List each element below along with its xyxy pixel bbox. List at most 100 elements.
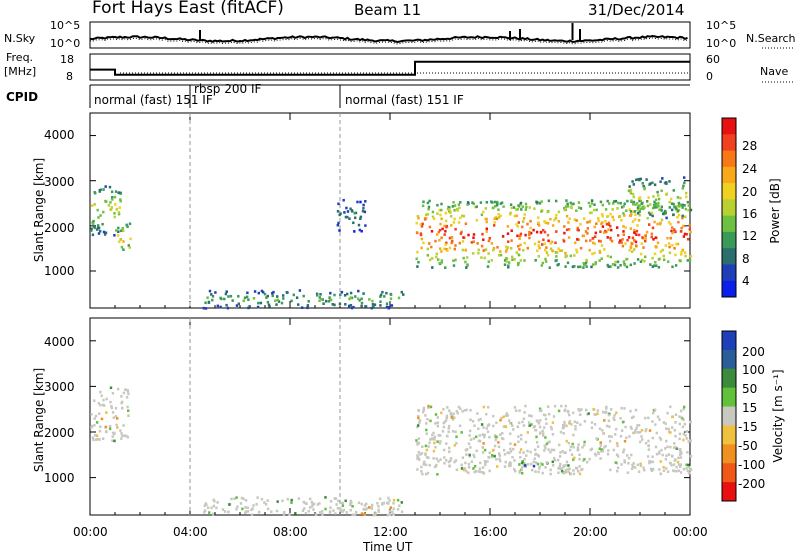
velocity-panel-echo-cell: [93, 424, 96, 427]
velocity-panel-echo-cell: [448, 464, 451, 468]
velocity-panel-echo-cell: [236, 505, 239, 508]
velocity-panel-echo-cell: [363, 504, 367, 507]
velocity-panel-echo-cell: [564, 470, 567, 474]
velocity-panel-echo-cell: [532, 425, 535, 429]
power-panel-echo-cell: [638, 213, 641, 217]
power-panel-echo-cell: [606, 215, 610, 218]
velocity-panel-echo-cell: [644, 441, 648, 445]
power-panel-echo-cell: [505, 260, 509, 263]
power-panel-echo-cell: [521, 205, 524, 208]
velocity-panel-echo-cell: [427, 406, 430, 409]
power-panel-echo-cell: [654, 261, 657, 264]
power-panel-echo-cell: [633, 218, 637, 221]
power-panel-echo-cell: [671, 265, 674, 269]
power-panel-echo-cell: [575, 219, 578, 222]
velocity-panel-echo-cell: [448, 450, 451, 453]
power-panel-echo-cell: [542, 228, 545, 232]
power-panel-echo-cell: [280, 301, 284, 305]
velocity-panel-echo-cell: [506, 414, 509, 417]
power-panel-echo-cell: [400, 290, 403, 294]
velocity-panel-echo-cell: [568, 467, 571, 471]
power-panel-echo-cell: [579, 265, 582, 269]
velocity-panel-echo-cell: [581, 446, 584, 449]
power-panel-echo-cell: [446, 249, 449, 252]
power-panel-echo-cell: [530, 231, 533, 235]
power-panel-echo-cell: [600, 213, 604, 216]
velocity-panel-echo-cell: [486, 430, 490, 434]
velocity-panel-echo-cell: [545, 422, 548, 425]
velocity-panel-echo-cell: [360, 502, 363, 506]
velocity-panel-echo-cell: [215, 506, 218, 510]
power-panel-echo-cell: [346, 292, 349, 296]
velocity-panel-echo-cell: [579, 413, 582, 416]
power-panel-echo-cell: [224, 292, 228, 296]
power-panel-echo-cell: [90, 229, 93, 232]
power-panel-echo-cell: [616, 226, 619, 229]
velocity-panel-echo-cell: [104, 430, 108, 433]
power-panel-echo-cell: [645, 178, 648, 181]
velocity-panel-echo-cell: [681, 425, 685, 429]
velocity-panel-echo-cell: [477, 427, 480, 431]
velocity-panel-echo-cell: [452, 412, 455, 416]
velocity-panel-echo-cell: [255, 503, 258, 506]
power-panel-echo-cell: [119, 238, 122, 241]
power-panel-echo-cell: [360, 301, 364, 305]
power-panel-echo-cell: [650, 232, 654, 236]
velocity-panel-echo-cell: [607, 413, 611, 417]
power-panel-echo-cell: [246, 291, 249, 295]
velocity-panel-echo-cell: [674, 434, 677, 438]
velocity-panel-echo-cell: [655, 452, 659, 456]
power-panel-echo-cell: [512, 206, 516, 209]
velocity-panel-echo-cell: [639, 464, 643, 468]
velocity-panel-echo-cell: [636, 463, 639, 467]
power-panel-echo-cell: [466, 203, 469, 206]
power-panel-echo-cell: [622, 233, 625, 236]
power-panel-echo-cell: [589, 239, 592, 242]
velocity-panel-echo-cell: [631, 465, 635, 469]
power-panel-echo-cell: [579, 246, 583, 250]
velocity-panel-echo-cell: [467, 466, 471, 469]
power-panel-echo-cell: [621, 238, 624, 241]
velocity-panel-echo-cell: [122, 391, 126, 395]
power-panel-echo-cell: [553, 218, 556, 222]
velocity-panel-echo-cell: [564, 468, 568, 472]
velocity-panel-echo-cell: [600, 450, 603, 453]
velocity-panel-echo-cell: [665, 439, 668, 443]
velocity-panel-echo-cell: [432, 431, 435, 435]
velocity-panel-echo-cell: [544, 417, 548, 421]
velocity-panel-echo-cell: [526, 431, 529, 434]
power-panel-echo-cell: [419, 233, 423, 237]
nsky-tick-bottom: 10^0: [50, 37, 81, 50]
velocity-panel-echo-cell: [111, 411, 115, 414]
velocity-panel-echo-cell: [677, 469, 681, 472]
power-panel-echo-cell: [668, 245, 671, 249]
velocity-panel-echo-cell: [536, 445, 540, 448]
velocity-panel-echo-cell: [416, 457, 419, 460]
power-panel-echo-cell: [495, 217, 499, 221]
power-panel-echo-cell: [639, 252, 643, 256]
power-panel-echo-cell: [362, 203, 365, 207]
power-panel-echo-cell: [416, 250, 419, 254]
power-panel-echo-cell: [657, 266, 661, 269]
velocity-panel-echo-cell: [534, 448, 537, 452]
velocity-panel-echo-cell: [108, 427, 112, 431]
power-panel-echo-cell: [495, 203, 499, 207]
velocity-panel-echo-cell: [427, 445, 430, 448]
velocity-panel-echo-cell: [560, 469, 564, 473]
velocity-panel-echo-cell: [449, 457, 453, 460]
power-panel-echo-cell: [117, 212, 121, 216]
power-panel-echo-cell: [524, 202, 528, 206]
velocity-panel-echo-cell: [429, 419, 432, 423]
power-panel-echo-cell: [440, 208, 443, 212]
date-title: 31/Dec/2014: [588, 1, 685, 19]
velocity-panel-echo-cell: [543, 444, 546, 448]
power-panel-echo-cell: [616, 201, 620, 205]
power-panel-echo-cell: [644, 255, 647, 259]
power-panel-echo-cell: [454, 258, 457, 262]
velocity-panel-echo-cell: [577, 470, 580, 473]
velocity-panel-echo-cell: [339, 507, 342, 510]
velocity-panel-echo-cell: [621, 420, 625, 424]
power-ytick-2000: 2000: [44, 221, 75, 235]
velocity-panel-echo-cell: [630, 416, 634, 420]
power-panel-echo-cell: [516, 234, 519, 238]
